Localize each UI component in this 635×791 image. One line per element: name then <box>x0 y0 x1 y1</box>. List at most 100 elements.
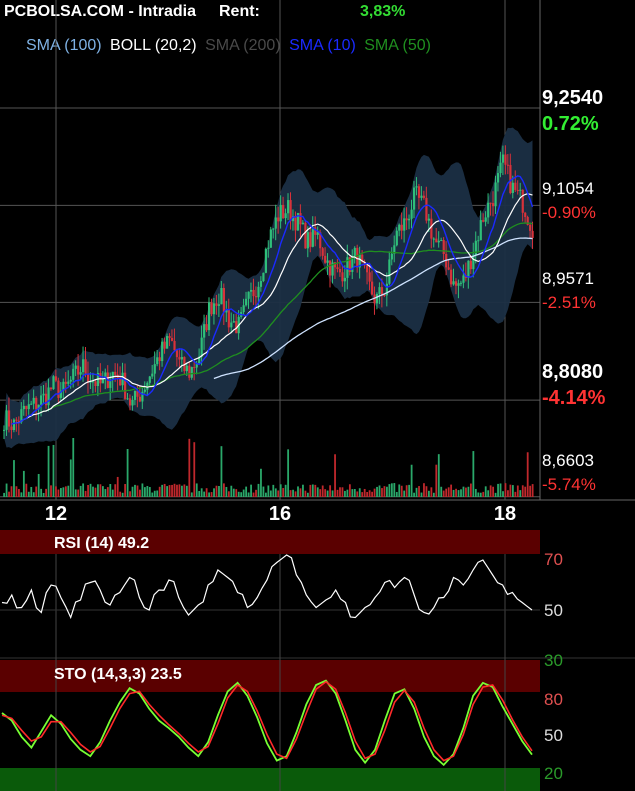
volume-bar <box>477 492 480 497</box>
price-label-3: 8,9571 <box>542 269 594 288</box>
volume-bar <box>94 487 97 497</box>
sma-10-line <box>11 175 534 425</box>
volume-bar <box>45 488 47 497</box>
volume-bar <box>371 491 373 497</box>
candle-body <box>10 426 13 431</box>
volume-bar <box>302 484 304 497</box>
sto-level-label: 20 <box>544 764 563 783</box>
candle-body <box>52 376 55 390</box>
volume-bar <box>178 484 181 497</box>
volume-bar <box>84 490 87 497</box>
rsi-level-label: 30 <box>544 651 563 670</box>
candle-body <box>77 365 80 375</box>
candle-body <box>86 374 90 382</box>
candle-body <box>30 403 33 405</box>
volume-bar <box>267 485 270 497</box>
candle-body <box>217 304 221 306</box>
candle-body <box>516 189 519 191</box>
candle-body <box>403 218 406 231</box>
candle-body <box>398 224 401 231</box>
candle-body <box>380 287 384 295</box>
candle-body <box>180 357 184 360</box>
pct-label-3: -2.51% <box>542 293 596 312</box>
volume-bar <box>116 476 119 497</box>
volume-bar <box>329 485 332 497</box>
volume-bar <box>514 491 517 497</box>
candle-body <box>440 240 443 242</box>
candle-body <box>321 248 324 256</box>
candle-body <box>59 390 63 398</box>
candle-body <box>89 381 92 383</box>
candle-body <box>324 255 327 263</box>
candle-body <box>506 164 510 166</box>
candle-body <box>425 197 428 221</box>
volume-bar <box>524 486 527 497</box>
volume-bar <box>264 492 267 497</box>
volume-bar <box>316 487 319 497</box>
volume-bar <box>311 484 314 497</box>
volume-bar <box>492 486 495 497</box>
volume-bar <box>47 445 50 497</box>
candle-body <box>329 260 332 276</box>
volume-bar <box>22 470 25 497</box>
candle-body <box>72 368 75 380</box>
volume-bar <box>519 490 522 497</box>
candle-body <box>67 381 70 384</box>
volume-bar <box>230 485 233 497</box>
volume-bar <box>358 488 361 497</box>
volume-bar <box>272 484 275 497</box>
candle-body <box>259 281 263 287</box>
candle-body <box>156 357 159 365</box>
candle-body <box>104 372 107 380</box>
candle-body <box>227 309 230 328</box>
volume-bar <box>215 485 218 497</box>
candle-body <box>151 373 154 377</box>
candle-body <box>509 164 512 193</box>
volume-bar <box>153 490 156 497</box>
candle-body <box>245 298 248 306</box>
volume-bar <box>531 484 534 497</box>
legend-sma-200: SMA (200) <box>205 37 281 54</box>
volume-bar <box>415 487 418 497</box>
candle-body <box>178 357 181 360</box>
rsi-line <box>1 554 533 620</box>
volume-bar <box>109 484 112 497</box>
candle-body <box>351 255 354 272</box>
volume-bar <box>161 484 164 497</box>
volume-bar <box>72 437 75 497</box>
volume-bar <box>163 483 166 497</box>
candle-body <box>309 232 312 247</box>
volume-bar <box>185 485 188 497</box>
candle-body <box>274 217 277 229</box>
volume-bar <box>101 486 104 497</box>
volume-bar <box>213 488 215 497</box>
volume-bar <box>218 485 220 497</box>
candle-body <box>161 341 164 362</box>
candle-body <box>296 213 300 231</box>
volume-bar <box>366 492 369 497</box>
volume-bar <box>250 484 252 497</box>
volume-bar <box>111 489 114 497</box>
candle-body <box>529 224 532 231</box>
candle-body <box>91 381 95 383</box>
volume-bar <box>516 485 519 497</box>
candle-body <box>457 283 460 286</box>
volume-bar <box>198 491 201 497</box>
candle-body <box>220 287 223 305</box>
candle-body <box>242 305 245 313</box>
price-label-2: 9,1054 <box>542 179 594 198</box>
candle-body <box>442 240 445 255</box>
moving-averages <box>11 175 534 425</box>
legend-sma-100: SMA (100) <box>26 37 102 54</box>
candle-body <box>477 240 480 242</box>
volume-bar <box>156 490 159 497</box>
volume-bar <box>92 486 94 497</box>
volume-bar <box>126 449 129 497</box>
volume-bar <box>5 483 8 497</box>
volume-bar <box>304 490 307 497</box>
volume-bar <box>146 485 149 497</box>
volume-bar <box>447 487 450 497</box>
volume-bar <box>334 454 336 497</box>
volume-bar <box>457 490 460 497</box>
